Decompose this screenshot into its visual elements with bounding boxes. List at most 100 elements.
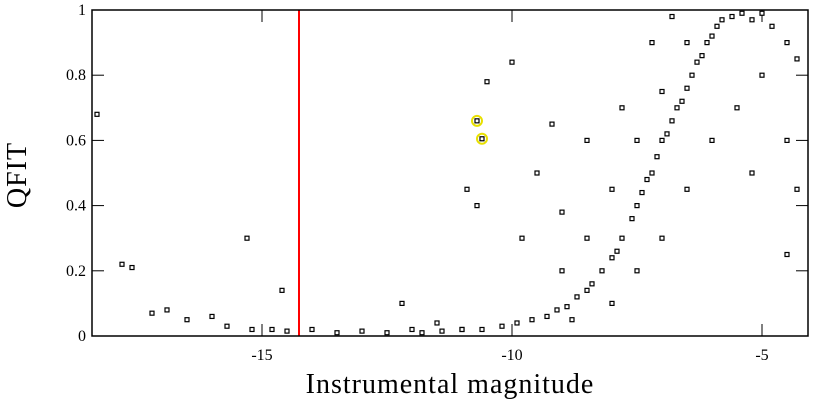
point (634, 137, 640, 143)
highlight-point (476, 132, 488, 145)
point (484, 79, 490, 85)
point (704, 39, 710, 46)
point (279, 287, 285, 293)
point (584, 235, 590, 241)
point (399, 300, 405, 306)
point (709, 33, 715, 39)
point (609, 186, 615, 192)
point (619, 235, 625, 241)
point (559, 268, 565, 274)
point (729, 13, 735, 20)
point (249, 326, 255, 333)
point (529, 317, 535, 323)
point (129, 264, 135, 271)
point (714, 23, 720, 29)
point (609, 300, 615, 306)
point (224, 323, 230, 329)
x-tick-label: -5 (755, 347, 768, 364)
y-tick-label: 0.4 (66, 198, 86, 215)
point (94, 111, 100, 117)
point (559, 209, 565, 215)
point (309, 326, 315, 333)
point (269, 326, 275, 333)
point (794, 186, 800, 192)
point (664, 131, 670, 137)
point (634, 203, 640, 209)
point (209, 313, 215, 320)
point (619, 105, 625, 111)
point (614, 248, 620, 254)
point (584, 137, 590, 143)
point (679, 98, 685, 104)
highlight-point (471, 114, 483, 127)
x-axis-label: Instrumental magnitude (306, 369, 595, 400)
point (419, 330, 425, 336)
point (749, 17, 755, 23)
point (694, 59, 700, 65)
point (439, 328, 445, 334)
point (699, 53, 705, 59)
point (584, 287, 590, 293)
point (634, 268, 640, 274)
point (334, 330, 340, 336)
point (639, 189, 645, 196)
point (674, 105, 680, 111)
point (409, 326, 415, 333)
x-tick-label: -10 (501, 347, 522, 364)
plot-frame (91, 9, 809, 337)
point (629, 216, 635, 222)
point (659, 235, 665, 241)
y-axis-label: QFIT (2, 142, 33, 208)
point (659, 137, 665, 143)
point (569, 317, 575, 323)
point (609, 255, 615, 261)
point (244, 235, 250, 241)
point (479, 136, 485, 142)
point (794, 56, 800, 62)
point (649, 39, 655, 46)
point (759, 10, 765, 16)
point (749, 170, 755, 176)
point (464, 186, 470, 192)
point (514, 320, 520, 326)
point (474, 203, 480, 209)
point (119, 261, 125, 267)
point (589, 281, 595, 287)
point (684, 39, 690, 46)
point (689, 72, 695, 78)
point (659, 88, 665, 95)
point (669, 118, 675, 124)
y-tick-label: 0 (78, 328, 86, 345)
point (719, 17, 725, 23)
point (739, 10, 745, 16)
point (574, 294, 580, 300)
point (649, 170, 655, 176)
point (384, 330, 390, 336)
point (759, 72, 765, 78)
point (554, 307, 560, 313)
point (669, 13, 675, 20)
y-tick-label: 0.6 (66, 132, 86, 149)
point (519, 235, 525, 241)
point (474, 118, 480, 124)
point (784, 251, 790, 258)
point (534, 170, 540, 176)
point (149, 310, 155, 316)
point (709, 137, 715, 143)
point (549, 121, 555, 127)
x-tick-label: -15 (251, 347, 272, 364)
y-tick-label: 0.2 (66, 263, 86, 280)
point (184, 317, 190, 323)
point (599, 268, 605, 274)
point (684, 186, 690, 192)
point (479, 326, 485, 333)
point (359, 328, 365, 334)
y-tick-label: 1 (78, 2, 86, 19)
point (734, 105, 740, 111)
point (784, 137, 790, 143)
point (784, 39, 790, 46)
point (544, 313, 550, 320)
point (564, 304, 570, 310)
y-tick-label: 0.8 (66, 67, 86, 84)
